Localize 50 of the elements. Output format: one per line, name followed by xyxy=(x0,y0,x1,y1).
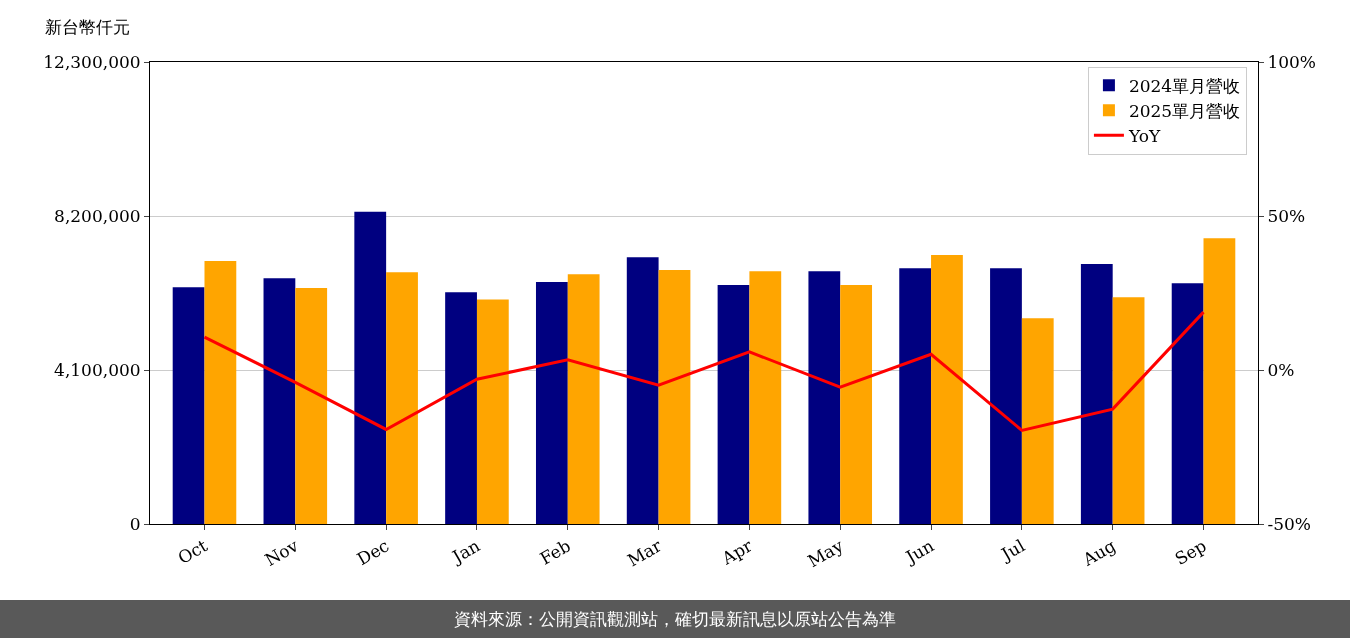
bar xyxy=(808,271,841,524)
x-tick-label: Aug xyxy=(1078,535,1120,571)
x-tick-label: Apr xyxy=(717,534,757,569)
bar xyxy=(204,261,237,524)
y2-tick-label: 100% xyxy=(1267,51,1317,72)
bar xyxy=(1112,297,1145,524)
y2-tick-label: -50% xyxy=(1267,513,1311,534)
bar xyxy=(658,270,691,524)
line-series xyxy=(202,310,1206,432)
y-axis-title: 新台幣仟元 xyxy=(45,16,130,39)
bar xyxy=(535,282,568,524)
bar xyxy=(990,268,1022,524)
bar xyxy=(295,288,328,524)
bar xyxy=(626,257,659,524)
x-tick-label: Sep xyxy=(1171,535,1210,570)
y2-tick-label: 50% xyxy=(1267,205,1306,226)
bar xyxy=(445,292,477,524)
bar xyxy=(899,268,932,524)
bar xyxy=(840,285,873,524)
y-tick-label: 8,200,000 xyxy=(54,205,141,226)
bar xyxy=(749,271,782,524)
bar xyxy=(1080,264,1113,524)
bar xyxy=(567,274,600,524)
legend-label: 2024單月營收 xyxy=(1128,75,1241,96)
bar xyxy=(386,272,418,524)
bar xyxy=(172,287,205,524)
bar xyxy=(931,255,963,524)
source-note: 資料來源：公開資訊觀測站，確切最新訊息以原站公告為準 xyxy=(0,600,1350,638)
x-tick-label: Nov xyxy=(261,535,302,571)
bar xyxy=(354,211,387,524)
legend-label: 2025單月營收 xyxy=(1128,100,1241,121)
legend-label: YoY xyxy=(1127,126,1161,146)
y2-tick-label: 0% xyxy=(1267,359,1295,380)
x-tick-label: Jul xyxy=(996,535,1029,566)
bar xyxy=(1203,238,1236,524)
x-tick-label: Jan xyxy=(447,535,484,568)
y-tick-label: 12,300,000 xyxy=(43,51,141,72)
x-tick-label: Dec xyxy=(353,535,393,570)
x-tick-label: Feb xyxy=(536,535,575,569)
y-tick-label: 4,100,000 xyxy=(54,359,141,380)
x-tick-label: Jun xyxy=(900,535,938,569)
bar xyxy=(476,299,509,524)
y-tick-label: 0 xyxy=(129,513,141,534)
x-tick-label: Mar xyxy=(623,534,666,571)
bar xyxy=(263,278,296,524)
x-tick-label: Oct xyxy=(174,535,211,568)
bar xyxy=(1171,283,1204,524)
bar xyxy=(717,285,750,524)
x-tick-label: May xyxy=(804,535,847,572)
bar xyxy=(1021,318,1054,524)
